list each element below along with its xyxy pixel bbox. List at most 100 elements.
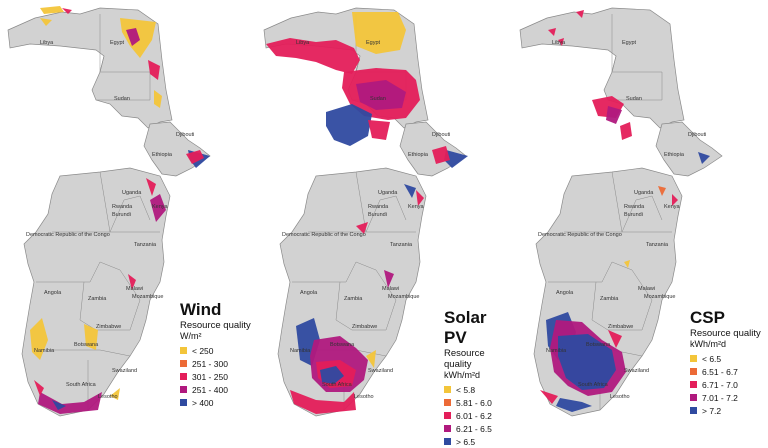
label-rwanda: Rwanda (112, 204, 133, 210)
label-burundi: Burundi (624, 212, 643, 218)
legend-swatch (444, 425, 451, 432)
legend-label: > 400 (192, 397, 214, 408)
label-libya: Libya (40, 40, 54, 46)
label-burundi: Burundi (368, 212, 387, 218)
label-mozambique: Mozambique (388, 294, 420, 300)
label-zambia: Zambia (88, 296, 107, 302)
label-rwanda: Rwanda (624, 204, 645, 210)
label-burundi: Burundi (112, 212, 131, 218)
csp-panel: Libya Egypt Sudan Djibouti Ethiopia Ugan… (512, 0, 768, 428)
label-kenya: Kenya (152, 204, 169, 210)
label-south-africa: South Africa (66, 382, 97, 388)
legend-item: 7.01 - 7.2 (690, 391, 761, 404)
legend-item: > 6.5 (444, 435, 512, 448)
legend-swatch (180, 373, 187, 380)
legend-item: > 400 (180, 396, 251, 409)
label-lesotho: Lesotho (354, 394, 374, 400)
label-uganda: Uganda (378, 190, 398, 196)
label-south-africa: South Africa (578, 382, 609, 388)
solar-pv-legend: Solar PV Resource quality kWh/m²d < 5.8 … (444, 308, 512, 448)
legend-label: < 250 (192, 345, 214, 356)
label-botswana: Botswana (586, 342, 611, 348)
label-zambia: Zambia (600, 296, 619, 302)
label-namibia: Namibia (290, 348, 311, 354)
country-labels: Libya Egypt Sudan Djibouti Ethiopia Ugan… (26, 40, 194, 400)
solar-pv-resource-areas (266, 12, 468, 414)
label-zambia: Zambia (344, 296, 363, 302)
label-angola: Angola (44, 290, 62, 296)
label-botswana: Botswana (74, 342, 99, 348)
label-malawi: Malawi (382, 286, 399, 292)
legend-label: 251 - 300 (192, 358, 228, 369)
label-kenya: Kenya (408, 204, 425, 210)
wind-map: Libya Egypt Sudan Djibouti Ethiopia Ugan… (7, 6, 211, 417)
label-djibouti: Djibouti (432, 132, 450, 138)
label-swaziland: Swaziland (368, 368, 393, 374)
legend-item: 6.51 - 6.7 (690, 365, 761, 378)
label-drc: Democratic Republic of the Congo (282, 232, 366, 238)
label-namibia: Namibia (546, 348, 567, 354)
label-sudan: Sudan (626, 96, 642, 102)
legend-unit: kWh/m²d (690, 339, 726, 349)
legend-swatch (180, 360, 187, 367)
label-libya: Libya (552, 40, 566, 46)
legend-label: 6.01 - 6.2 (456, 410, 492, 421)
legend-title: Solar PV (444, 308, 487, 347)
legend-swatch (180, 347, 187, 354)
legend-item: 251 - 400 (180, 383, 251, 396)
legend-unit: W/m² (180, 331, 202, 341)
label-drc: Democratic Republic of the Congo (538, 232, 622, 238)
legend-title: CSP (690, 308, 725, 327)
legend-swatch (690, 368, 697, 375)
label-swaziland: Swaziland (112, 368, 137, 374)
label-ethiopia: Ethiopia (408, 152, 429, 158)
wind-resource-areas (30, 6, 210, 414)
country-labels: Libya Egypt Sudan Djibouti Ethiopia Ugan… (538, 40, 706, 400)
legend-label: 6.21 - 6.5 (456, 423, 492, 434)
csp-legend: CSP Resource quality kWh/m²d < 6.5 6.51 … (690, 308, 761, 417)
legend-swatch (690, 355, 697, 362)
label-south-africa: South Africa (322, 382, 353, 388)
label-botswana: Botswana (330, 342, 355, 348)
label-ethiopia: Ethiopia (152, 152, 173, 158)
legend-subtitle: Resource quality (444, 348, 485, 370)
label-tanzania: Tanzania (390, 242, 413, 248)
legend-label: < 5.8 (456, 384, 476, 395)
label-angola: Angola (556, 290, 574, 296)
solar-pv-map: Libya Egypt Sudan Djibouti Ethiopia Ugan… (263, 7, 468, 417)
wind-legend: Wind Resource quality W/m² < 250 251 - 3… (180, 300, 251, 409)
legend-swatch (690, 407, 697, 414)
legend-item: < 5.8 (444, 383, 512, 396)
label-mozambique: Mozambique (132, 294, 164, 300)
country-borders (36, 14, 160, 410)
label-uganda: Uganda (634, 190, 654, 196)
label-libya: Libya (296, 40, 310, 46)
label-malawi: Malawi (126, 286, 143, 292)
label-zimbabwe: Zimbabwe (96, 324, 121, 330)
label-zimbabwe: Zimbabwe (352, 324, 377, 330)
legend-swatch (690, 381, 697, 388)
legend-item: 251 - 300 (180, 357, 251, 370)
legend-item: < 250 (180, 344, 251, 357)
label-namibia: Namibia (34, 348, 55, 354)
csp-resource-areas (540, 10, 710, 412)
legend-label: 301 - 250 (192, 371, 228, 382)
label-egypt: Egypt (110, 40, 125, 46)
legend-label: > 7.2 (702, 405, 722, 416)
label-drc: Democratic Republic of the Congo (26, 232, 110, 238)
label-djibouti: Djibouti (176, 132, 194, 138)
label-zimbabwe: Zimbabwe (608, 324, 633, 330)
label-kenya: Kenya (664, 204, 681, 210)
label-swaziland: Swaziland (624, 368, 649, 374)
legend-swatch (444, 386, 451, 393)
legend-swatch (444, 438, 451, 445)
label-djibouti: Djibouti (688, 132, 706, 138)
legend-label: 6.51 - 6.7 (702, 366, 738, 377)
legend-swatch (690, 394, 697, 401)
solar-pv-panel: Libya Egypt Sudan Djibouti Ethiopia Ugan… (256, 0, 512, 447)
label-lesotho: Lesotho (610, 394, 630, 400)
label-sudan: Sudan (114, 96, 130, 102)
legend-subtitle: Resource quality (690, 328, 761, 339)
legend-item: 5.81 - 6.0 (444, 396, 512, 409)
wind-panel: Libya Egypt Sudan Djibouti Ethiopia Ugan… (0, 0, 256, 428)
